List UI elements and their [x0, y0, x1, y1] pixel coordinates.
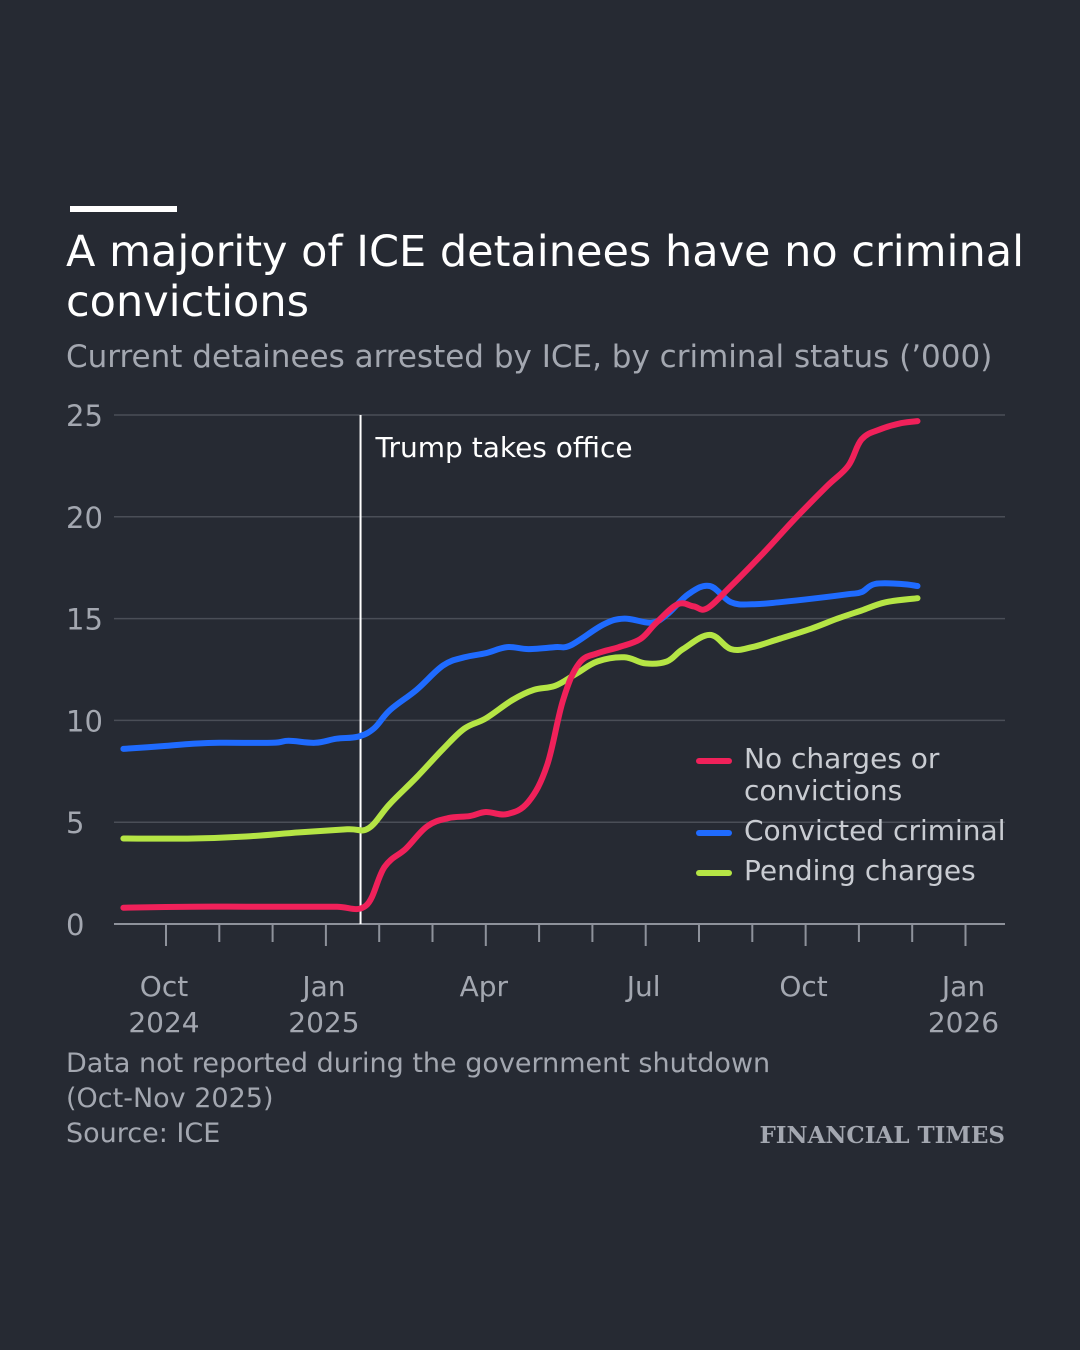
source-note: Source: ICE	[66, 1118, 221, 1149]
y-tick-label-25: 25	[66, 399, 103, 433]
legend-item-pending: Pending charges	[696, 855, 1005, 887]
x-tick-label-2: Apr	[460, 970, 509, 1003]
gridlines	[114, 414, 1005, 823]
y-tick-label-20: 20	[66, 501, 103, 535]
title-accent-bar	[70, 206, 177, 212]
y-tick-label-5: 5	[66, 806, 84, 840]
annotation-label: Trump takes office	[375, 431, 633, 464]
series-line-convicted	[120, 580, 921, 752]
legend-item-no-charges: No charges or convictions	[696, 743, 1005, 807]
legend: No charges or convictions Convicted crim…	[696, 743, 1005, 895]
y-tick-label-0: 0	[66, 908, 84, 942]
annotation: Trump takes office	[359, 415, 633, 924]
chart-subtitle: Current detainees arrested by ICE, by cr…	[66, 339, 993, 375]
series-lines	[120, 418, 921, 913]
y-tick-label-10: 10	[66, 704, 103, 738]
x-tick-label-3: Jul	[625, 970, 661, 1003]
footnote-line-2: (Oct-Nov 2025)	[66, 1083, 274, 1114]
legend-item-convicted: Convicted criminal	[696, 815, 1005, 847]
x-tick-label-5: Jan	[940, 970, 985, 1003]
legend-swatch-pending	[696, 870, 732, 876]
legend-swatch-no-charges	[696, 758, 732, 764]
x-tick-label-year-5: 2026	[928, 1006, 999, 1039]
brand-wordmark: FINANCIAL TIMES	[759, 1122, 1005, 1149]
legend-label-pending: Pending charges	[744, 854, 976, 887]
chart-title: A majority of ICE detainees have no crim…	[66, 227, 1025, 327]
series-line-no-charges	[120, 418, 921, 913]
x-tick-label-4: Oct	[779, 970, 827, 1003]
x-tick-label-year-0: 2024	[128, 1006, 199, 1039]
legend-label-convicted: Convicted criminal	[744, 814, 1006, 847]
legend-label-no-charges: No charges or convictions	[744, 742, 940, 807]
footnote-line-1: Data not reported during the government …	[66, 1048, 771, 1079]
y-tick-label-15: 15	[66, 603, 103, 637]
x-tick-label-0: Oct	[140, 970, 188, 1003]
x-tick-label-1: Jan	[300, 970, 345, 1003]
x-tick-label-year-1: 2025	[288, 1006, 359, 1039]
footnote: Data not reported during the government …	[66, 1046, 826, 1151]
y-axis-ticks: 0 5 10 15 20 25	[66, 399, 103, 942]
legend-swatch-convicted	[696, 830, 732, 836]
